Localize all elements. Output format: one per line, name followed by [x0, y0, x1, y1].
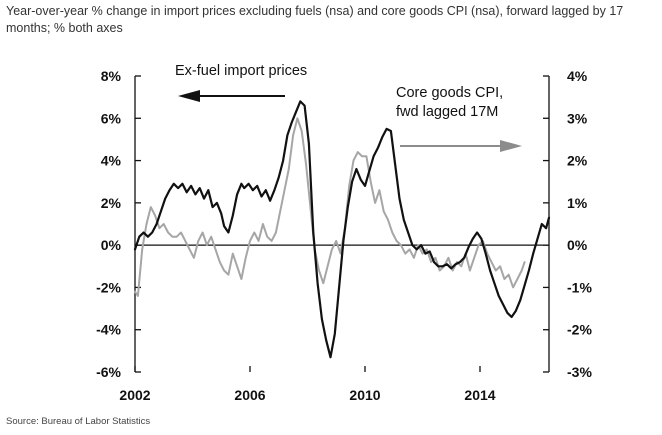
chart-subtitle: Year-over-year % change in import prices… — [6, 4, 624, 35]
right-tick-label: 3% — [567, 110, 588, 126]
source-note: Source: Bureau of Labor Statistics — [6, 416, 151, 427]
chart-series — [133, 100, 551, 359]
left-tick-label: -4% — [96, 322, 121, 338]
right-tick-label: -2% — [567, 322, 592, 338]
series-line-ex-fuel-import-prices — [133, 100, 551, 359]
left-tick-label: 4% — [101, 153, 122, 169]
annotation-ex-fuel-import-prices: Ex-fuel import prices — [175, 63, 307, 79]
x-tick-label: 2010 — [349, 387, 380, 403]
right-tick-label: 0% — [567, 237, 588, 253]
right-tick-label: -3% — [567, 364, 592, 380]
right-tick-label: 1% — [567, 195, 588, 211]
right-tick-label: -1% — [567, 279, 592, 295]
arrow-right — [400, 140, 522, 152]
left-tick-label: 2% — [101, 195, 122, 211]
series-line-core-goods-cpi — [134, 117, 526, 297]
chart-annotations: Ex-fuel import prices Core goods CPI, fw… — [175, 63, 522, 152]
left-tick-label: 6% — [101, 110, 122, 126]
chart-axes: -6% -4% -2% 0% 2% 4% 6% 8% -3% -2% -1% 0% 1% 2% 3% 4% 20… — [96, 68, 592, 403]
left-tick-label: 8% — [101, 68, 122, 84]
x-tick-label: 2002 — [119, 387, 150, 403]
left-tick-label: -6% — [96, 364, 121, 380]
left-tick-label: -2% — [96, 279, 121, 295]
right-tick-label: 4% — [567, 68, 588, 84]
annotation-fwd-lagged: fwd lagged 17M — [396, 104, 498, 120]
x-tick-label: 2006 — [234, 387, 265, 403]
arrow-left — [178, 90, 285, 102]
left-tick-label: 0% — [101, 237, 122, 253]
right-tick-label: 2% — [567, 153, 588, 169]
annotation-core-goods-cpi: Core goods CPI, — [396, 85, 503, 101]
x-tick-label: 2014 — [464, 387, 495, 403]
